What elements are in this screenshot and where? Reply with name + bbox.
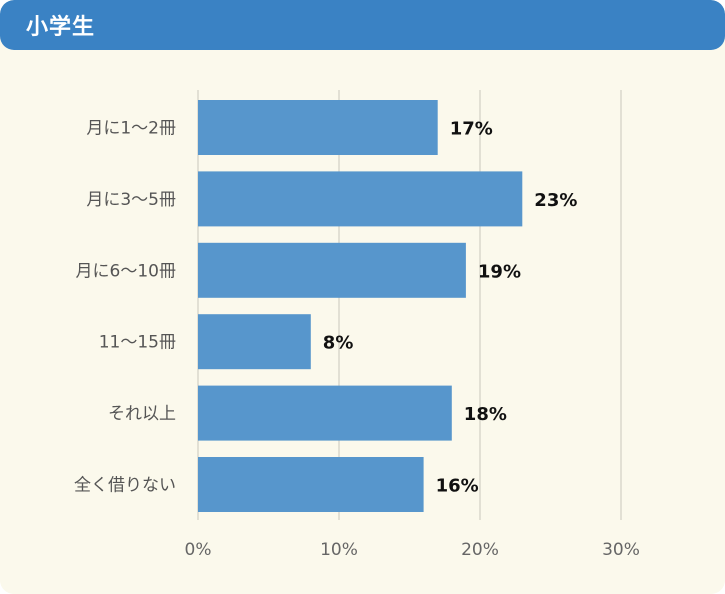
category-label: 全く借りない: [74, 476, 176, 496]
data-label: 8%: [323, 333, 354, 354]
data-label: 18%: [464, 404, 507, 425]
x-tick-label: 20%: [461, 540, 499, 560]
data-label: 17%: [450, 119, 493, 140]
bar: [198, 457, 424, 512]
bar: [198, 314, 311, 370]
category-label: 月に1～2冊: [86, 119, 176, 139]
category-label: 月に3～5冊: [86, 190, 176, 210]
x-tick-label: 10%: [320, 540, 358, 560]
chart-area: 0% 10% 20% 30% 月に1～2冊 17% 月に3～5冊 23% 月に6～10冊 19% 1…: [0, 50, 725, 594]
bar: [198, 171, 523, 227]
bar: [198, 100, 438, 155]
x-tick-label: 30%: [602, 540, 640, 560]
data-label: 16%: [436, 476, 479, 497]
category-label: 11～15冊: [99, 333, 176, 353]
chart-title: 小学生: [26, 15, 96, 40]
grid-lines: [197, 90, 622, 520]
category-label: それ以上: [108, 404, 176, 424]
header-bar: 小学生: [0, 0, 725, 50]
bar: [198, 385, 452, 441]
bar: [198, 242, 466, 298]
bar-chart: 0% 10% 20% 30% 月に1～2冊 17% 月に3～5冊 23% 月に6～10冊 19% 1…: [74, 90, 640, 561]
labels: 0% 10% 20% 30% 月に1～2冊 17% 月に3～5冊 23% 月に6～10冊 19% 1…: [74, 119, 640, 561]
category-label: 月に6～10冊: [76, 261, 176, 281]
x-tick-label: 0%: [185, 540, 212, 560]
bars: [198, 100, 523, 512]
data-label: 23%: [534, 190, 577, 211]
data-label: 19%: [478, 261, 521, 282]
